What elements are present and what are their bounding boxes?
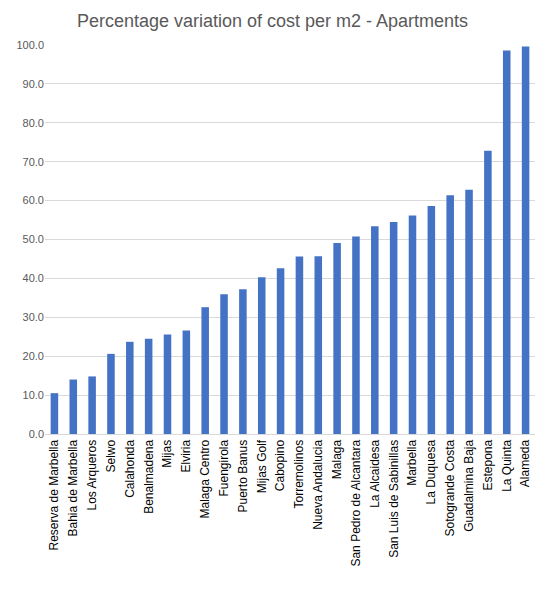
svg-text:Benalmadena: Benalmadena <box>142 439 156 513</box>
svg-text:Reserva de Marbella: Reserva de Marbella <box>47 439 61 550</box>
svg-text:San Pedro de Alcantara: San Pedro de Alcantara <box>349 439 363 566</box>
svg-text:Mijas Golf: Mijas Golf <box>255 439 269 493</box>
svg-text:La Duquesa: La Duquesa <box>424 439 438 504</box>
svg-text:80.0: 80.0 <box>23 117 44 129</box>
svg-text:La Alcaidesa: La Alcaidesa <box>368 439 382 507</box>
svg-text:70.0: 70.0 <box>23 156 44 168</box>
svg-text:Torremolinos: Torremolinos <box>292 440 306 509</box>
svg-text:Fuengirola: Fuengirola <box>217 439 231 496</box>
svg-text:Cabopino: Cabopino <box>273 439 287 491</box>
svg-text:La Quinta: La Quinta <box>500 439 514 491</box>
svg-text:Elviria: Elviria <box>179 439 193 472</box>
svg-text:Estepona: Estepona <box>481 439 495 490</box>
svg-text:Los Arqueros: Los Arqueros <box>85 440 99 511</box>
svg-text:San Luis de Sabinillas: San Luis de Sabinillas <box>387 440 401 558</box>
svg-text:Marbella: Marbella <box>405 439 419 485</box>
svg-text:100.0: 100.0 <box>16 39 44 51</box>
svg-text:Selwo: Selwo <box>104 439 118 472</box>
svg-text:60.0: 60.0 <box>23 194 44 206</box>
svg-text:40.0: 40.0 <box>23 272 44 284</box>
svg-text:90.0: 90.0 <box>23 78 44 90</box>
svg-text:Malaga: Malaga <box>330 439 344 479</box>
svg-text:Calahonda: Calahonda <box>123 439 137 497</box>
svg-text:30.0: 30.0 <box>23 311 44 323</box>
svg-text:Mijas: Mijas <box>160 440 174 468</box>
svg-text:50.0: 50.0 <box>23 233 44 245</box>
svg-text:Guadalmina Baja: Guadalmina Baja <box>462 439 476 531</box>
svg-text:Nueva Andalucia: Nueva Andalucia <box>311 439 325 529</box>
svg-text:Puerto Banus: Puerto Banus <box>236 440 250 513</box>
svg-text:Alameda: Alameda <box>518 439 532 487</box>
svg-text:Percentage variation of cost p: Percentage variation of cost per m2 - Ap… <box>77 11 468 31</box>
svg-text:Bahia de Marbella: Bahia de Marbella <box>66 439 80 536</box>
svg-text:Malaga Centro: Malaga Centro <box>198 439 212 518</box>
svg-text:10.0: 10.0 <box>23 389 44 401</box>
svg-text:0.0: 0.0 <box>29 428 44 440</box>
svg-text:20.0: 20.0 <box>23 350 44 362</box>
svg-text:Sotogrande Costa: Sotogrande Costa <box>443 439 457 536</box>
